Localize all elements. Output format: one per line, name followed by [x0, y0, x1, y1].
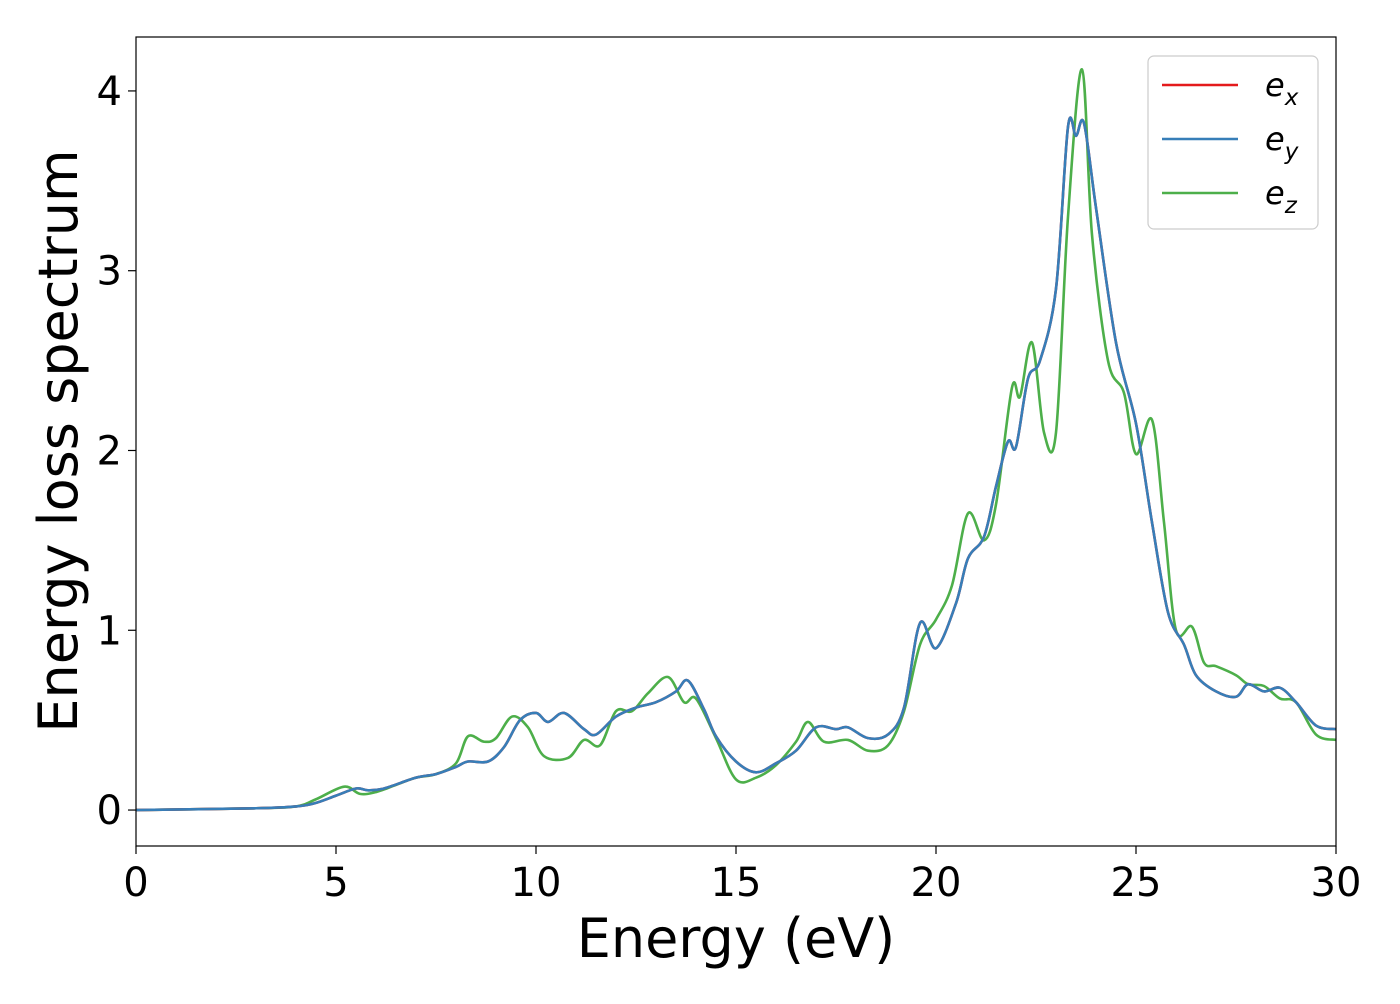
x-tick-label: 30: [1311, 860, 1362, 906]
series-layer: [136, 68, 1336, 812]
y-tick-label: 1: [97, 608, 122, 654]
legend-label-base: e: [1265, 174, 1285, 212]
y-tick-label: 4: [97, 69, 122, 115]
legend-label-base: e: [1265, 120, 1285, 158]
legend-label-subscript: z: [1284, 193, 1298, 219]
series-line-y: [136, 116, 1336, 812]
y-tick-label: 0: [97, 788, 122, 834]
x-axis-label: Energy (eV): [577, 907, 896, 970]
legend-label-base: e: [1265, 66, 1285, 104]
x-tick-label: 25: [1111, 860, 1162, 906]
legend-label-x: ex: [1265, 66, 1299, 111]
x-tick-label: 15: [711, 860, 762, 906]
x-tick-label: 0: [123, 860, 148, 906]
y-tick-label: 3: [97, 249, 122, 295]
series-line-z: [136, 68, 1336, 812]
y-axis-label: Energy loss spectrum: [27, 149, 90, 732]
ticks-layer: 0 5 10 15 20 25 30 0 1 2 3 4: [97, 69, 1362, 906]
y-tick-label: 2: [97, 428, 122, 474]
legend-label-subscript: y: [1284, 139, 1299, 165]
x-tick-label: 10: [511, 860, 562, 906]
x-tick-label: 5: [323, 860, 348, 906]
legend-box: [1147, 55, 1319, 230]
legend-label-y: ey: [1265, 120, 1299, 165]
legend-label-subscript: x: [1284, 85, 1299, 111]
x-tick-label: 20: [911, 860, 962, 906]
legend-label-z: ez: [1265, 174, 1298, 219]
